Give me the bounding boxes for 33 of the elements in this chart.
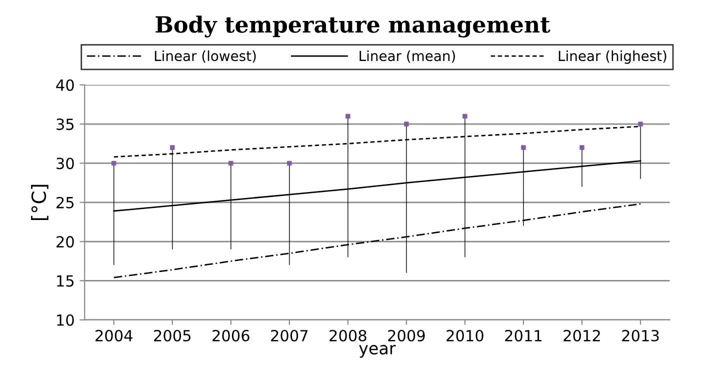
x-tick-label: 2006 (212, 330, 250, 342)
point (404, 122, 409, 126)
point (580, 145, 584, 150)
x-tick-label: 2011 (505, 330, 542, 342)
y-tick-label: 20 (56, 236, 74, 248)
point (287, 160, 292, 166)
x-tick-label: 2013 (622, 330, 659, 342)
point (462, 114, 468, 119)
x-tick-label: 2012 (564, 330, 600, 342)
y-tick-label: 35 (56, 118, 74, 130)
legend-label: Linear (highest) (558, 50, 666, 64)
x-tick-label: 2007 (271, 330, 308, 342)
x-tick-label: 2010 (446, 330, 484, 342)
x-tick-label: 2008 (330, 330, 366, 342)
point (228, 160, 234, 166)
legend-label: Linear (lowest) (154, 50, 256, 63)
point (346, 114, 350, 119)
x-tick-label: 2005 (154, 330, 190, 342)
x-tick-label: 2009 (388, 330, 425, 342)
point (170, 145, 175, 150)
point (521, 145, 526, 150)
y-tick-label: 10 (57, 314, 74, 326)
y-tick-label: 40 (56, 79, 74, 91)
x-tick-label: 2004 (96, 330, 132, 342)
legend-label: Linear (mean) (360, 50, 455, 63)
point (638, 122, 643, 126)
x-axis-title: year (359, 344, 396, 358)
point (111, 160, 116, 166)
y-tick-label: 25 (56, 196, 74, 208)
chart-title: Body temperature management (156, 16, 550, 38)
y-tick-label: 15 (57, 275, 74, 287)
y-axis-title: [°C] (31, 184, 48, 220)
y-tick-label: 30 (56, 158, 74, 170)
